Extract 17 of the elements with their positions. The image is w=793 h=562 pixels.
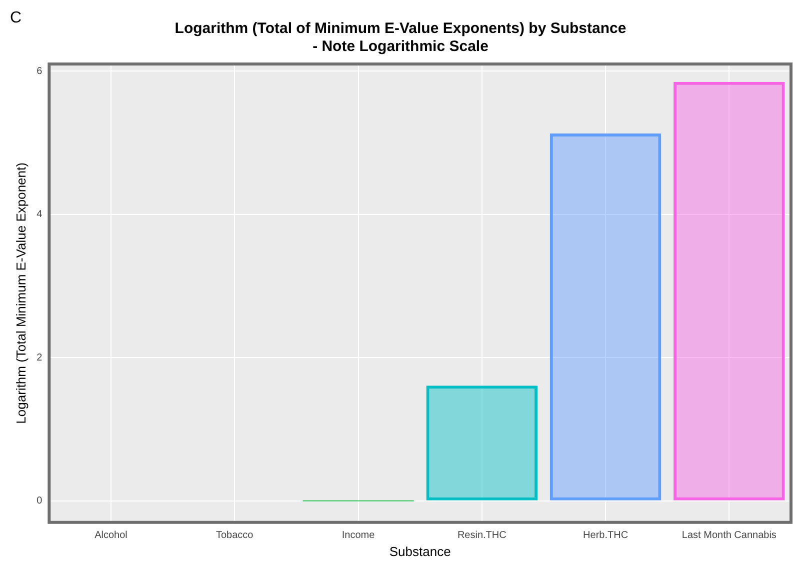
bar <box>426 386 538 500</box>
x-tick-label: Herb.THC <box>583 530 628 542</box>
x-tick-label: Alcohol <box>94 530 128 542</box>
x-tick-label: Last Month Cannabis <box>682 530 776 542</box>
y-axis-title: Logarithm (Total Minimum E-Value Exponent) <box>13 162 28 424</box>
y-tick-label: 4 <box>36 209 43 220</box>
y-tick-label: 0 <box>36 496 43 507</box>
x-tick-label: Resin.THC <box>457 530 506 542</box>
chart-title: Logarithm (Total of Minimum E-Value Exponents) by Substance - Note Logarithmic Scale <box>174 20 626 56</box>
y-tick-label: 2 <box>36 352 43 364</box>
bar <box>550 133 662 500</box>
text: C <box>10 9 22 26</box>
x-tick-label: Income <box>342 530 376 542</box>
y-tick-label: 6 <box>36 66 43 77</box>
x-axis-title: Substance <box>389 544 451 559</box>
x-tick-label: Tobacco <box>216 530 254 542</box>
bar <box>674 82 785 500</box>
